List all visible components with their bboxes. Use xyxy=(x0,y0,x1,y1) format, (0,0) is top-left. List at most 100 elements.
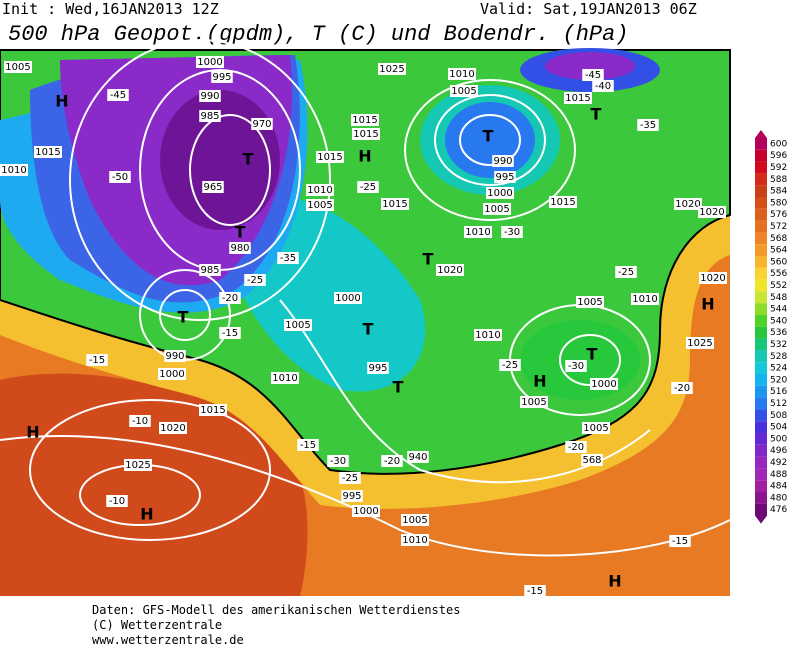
label-box xyxy=(199,90,221,102)
colorbar-cell xyxy=(755,492,767,504)
cold-core xyxy=(160,90,280,230)
label-box xyxy=(251,118,273,130)
contour-label: -20 xyxy=(674,383,690,394)
colorbar-cell xyxy=(755,303,767,315)
label-box xyxy=(401,514,429,526)
contour-label: 1025 xyxy=(125,460,150,471)
colorbar-label: 496 xyxy=(770,446,787,456)
colorbar-cell xyxy=(755,256,767,268)
label-box xyxy=(549,196,577,208)
pressure-center: T xyxy=(363,320,374,339)
label-box xyxy=(501,226,523,238)
contour-label: 1015 xyxy=(200,405,225,416)
label-box xyxy=(306,199,334,211)
label-box xyxy=(671,382,693,394)
label-box xyxy=(271,372,299,384)
label-box xyxy=(0,164,28,176)
colorbar-label: 596 xyxy=(770,151,787,161)
colorbar-cell xyxy=(755,130,767,150)
contour-label: 965 xyxy=(203,182,222,193)
pressure-center: H xyxy=(26,423,39,442)
contour-label: 995 xyxy=(212,72,231,83)
contour-label: 1020 xyxy=(437,265,462,276)
contour-label: 1005 xyxy=(583,423,608,434)
contour-label: -30 xyxy=(330,456,346,467)
contour-label: 1015 xyxy=(353,129,378,140)
colorbar-label: 592 xyxy=(770,163,787,173)
colorbar-label: 540 xyxy=(770,316,787,326)
label-box xyxy=(341,490,363,502)
colorbar-cell xyxy=(755,208,767,221)
contour-label: 1005 xyxy=(451,86,476,97)
contour-label: 1005 xyxy=(307,200,332,211)
colorbar-cell xyxy=(755,267,767,280)
label-box xyxy=(158,368,186,380)
label-box xyxy=(219,327,241,339)
contour-label: 1005 xyxy=(5,62,30,73)
label-box xyxy=(520,396,548,408)
colorbar-label: 492 xyxy=(770,458,787,468)
contour-label: -35 xyxy=(640,120,656,131)
colorbar-label: 484 xyxy=(770,482,787,492)
label-box xyxy=(582,69,604,81)
contour-label: 1010 xyxy=(475,330,500,341)
label-box xyxy=(674,198,702,210)
label-box xyxy=(306,184,334,196)
colorbar-label: 520 xyxy=(770,375,787,385)
colorbar-label: 560 xyxy=(770,257,787,267)
colorbar-cell xyxy=(755,409,767,422)
contour-label: -20 xyxy=(568,442,584,453)
colorbar-label: 504 xyxy=(770,423,787,433)
colorbar-cell xyxy=(755,279,767,292)
footer-line: (C) Wetterzentrale xyxy=(92,618,222,632)
contour-label: 1010 xyxy=(449,69,474,80)
label-box xyxy=(202,181,224,193)
label-box xyxy=(159,422,187,434)
map-title: 500 hPa Geopot.(gpdm), T (C) und Bodendr… xyxy=(8,22,629,47)
contour-label: -25 xyxy=(618,267,634,278)
contour-label: -10 xyxy=(109,496,125,507)
colorbar-cell xyxy=(755,326,767,339)
label-box xyxy=(698,206,726,218)
contour-label: 1005 xyxy=(577,297,602,308)
label-box xyxy=(499,359,521,371)
pressure-center: H xyxy=(140,505,153,524)
contour-label: -15 xyxy=(527,586,543,597)
label-box xyxy=(219,292,241,304)
label-box xyxy=(669,535,691,547)
label-box xyxy=(124,459,152,471)
contour-label: 1000 xyxy=(335,293,360,304)
contour-label: -30 xyxy=(568,361,584,372)
contour-label: -45 xyxy=(585,70,601,81)
label-box xyxy=(564,92,592,104)
colorbar-label: 580 xyxy=(770,198,787,208)
isobars xyxy=(0,39,731,557)
colorbar-cell xyxy=(755,173,767,186)
colorbar-label: 600 xyxy=(770,139,787,149)
label-box xyxy=(284,319,312,331)
label-box xyxy=(277,252,299,264)
label-box xyxy=(582,422,610,434)
contour-label: 970 xyxy=(252,119,271,130)
label-box xyxy=(631,293,659,305)
label-box xyxy=(106,495,128,507)
contour-label: 995 xyxy=(342,491,361,502)
colorbar-label: 476 xyxy=(770,505,787,515)
label-box xyxy=(581,454,603,466)
label-box xyxy=(367,362,389,374)
colorbar-label: 516 xyxy=(770,387,787,397)
colorbar-cell xyxy=(755,503,767,524)
pressure-center: H xyxy=(608,572,621,591)
label-box xyxy=(107,89,129,101)
contour-label: -15 xyxy=(300,440,316,451)
colorbar-label: 524 xyxy=(770,364,787,374)
label-box xyxy=(164,350,186,362)
warm-region xyxy=(0,373,308,596)
label-box xyxy=(483,203,511,215)
label-box xyxy=(407,451,429,463)
colorbar-cell xyxy=(755,161,767,174)
pressure-center: H xyxy=(533,372,546,391)
pressure-center: T xyxy=(178,308,189,327)
valid-time: Valid: Sat,19JAN2013 06Z xyxy=(480,0,697,18)
